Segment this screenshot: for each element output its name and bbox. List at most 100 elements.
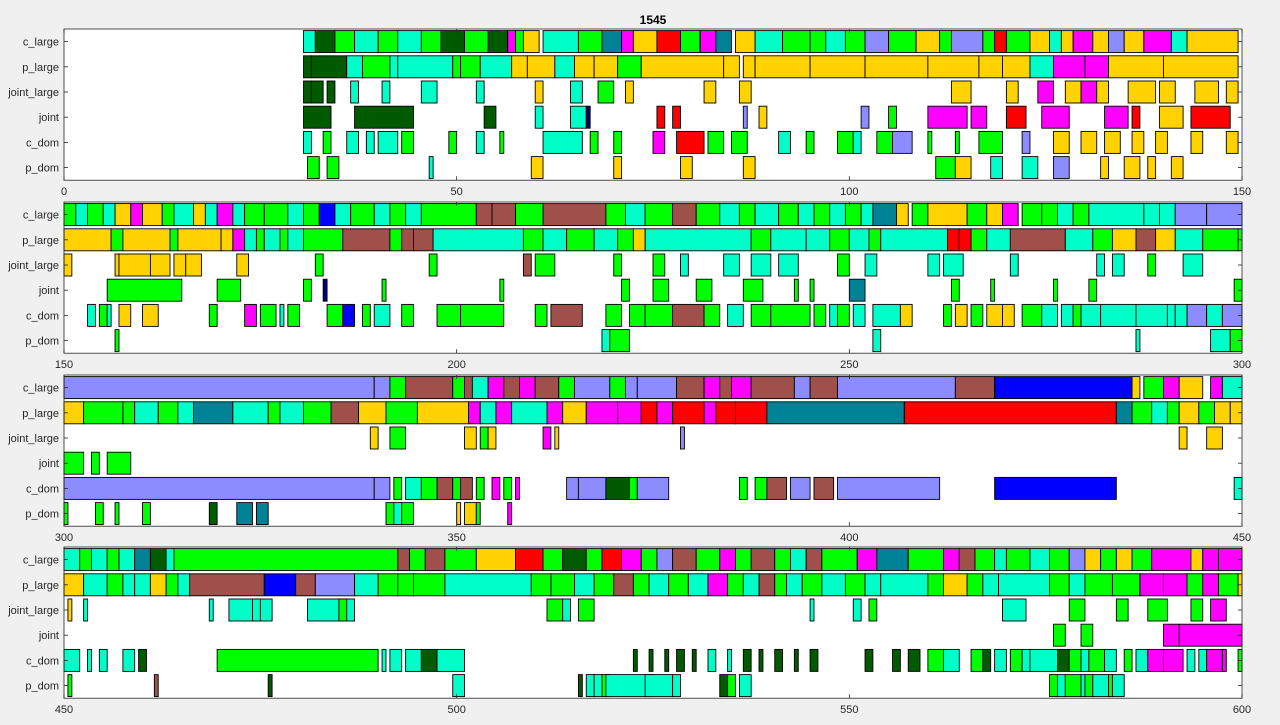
bar-segment <box>1072 203 1090 227</box>
y-tick-label: joint_large <box>7 605 59 617</box>
bar-segment <box>475 548 517 572</box>
bar-segment <box>1021 303 1043 327</box>
bar-segment <box>216 278 242 302</box>
bar-segment <box>1021 648 1031 672</box>
bar-segment <box>844 30 866 54</box>
bar-segment <box>821 573 846 597</box>
bar-segment <box>420 476 438 500</box>
bar-segment <box>577 674 583 698</box>
bar-segment <box>1115 548 1133 572</box>
bar-segment <box>314 573 356 597</box>
bar-segment <box>255 502 269 526</box>
bar-segment <box>173 253 187 277</box>
bar-segment <box>632 228 646 252</box>
bar-segment <box>943 303 952 327</box>
bar-segment <box>1060 303 1074 327</box>
bar-segment <box>574 55 595 79</box>
bar-segment <box>318 203 336 227</box>
bar-segment <box>793 376 811 400</box>
bar-segment <box>83 598 89 622</box>
bar-segment <box>259 303 277 327</box>
bar-segment <box>67 674 73 698</box>
bar-segment <box>267 401 281 425</box>
bar-segment <box>1123 648 1133 672</box>
bar-segment <box>809 30 827 54</box>
bar-segment <box>1166 303 1176 327</box>
bar-segment <box>287 203 304 227</box>
bar-segment <box>672 548 697 572</box>
bar-segment <box>334 30 356 54</box>
bar-segment <box>652 130 666 154</box>
y-tick-label: c_large <box>23 210 59 222</box>
bar-segment <box>813 303 827 327</box>
bar-segment <box>389 376 407 400</box>
bar-segment <box>1198 648 1208 672</box>
bar-segment <box>157 401 179 425</box>
bar-segment <box>742 278 764 302</box>
bar-segment <box>864 55 929 79</box>
bar-segment <box>1092 30 1109 54</box>
bar-segment <box>134 401 159 425</box>
bar-segment <box>1029 55 1054 79</box>
axes-border <box>63 374 1243 527</box>
bar-segment <box>617 55 642 79</box>
y-tick-label: p_dom <box>25 336 59 348</box>
bar-segment <box>1049 548 1070 572</box>
bar-segment <box>63 376 375 400</box>
bar-segment <box>1041 303 1058 327</box>
bar-segment <box>774 648 784 672</box>
bar-segment <box>672 674 681 698</box>
bar-segment <box>440 30 465 54</box>
bar-segment <box>628 476 638 500</box>
bar-segment <box>1053 623 1066 647</box>
bar-segment <box>1131 130 1145 154</box>
bar-segment <box>597 80 615 104</box>
bar-segment <box>644 303 674 327</box>
bar-segment <box>432 228 524 252</box>
bar-segment <box>632 30 658 54</box>
axes-border <box>63 546 1243 699</box>
bar-segment <box>236 253 250 277</box>
bar-segment <box>303 203 320 227</box>
bar-segment <box>735 401 768 425</box>
bar-segment <box>138 648 147 672</box>
bar-segment <box>63 228 112 252</box>
bar-segment <box>413 573 446 597</box>
bar-segment <box>389 648 403 672</box>
bar-segment <box>373 203 391 227</box>
bar-segment <box>789 476 811 500</box>
bar-segment <box>656 30 681 54</box>
y-tick-label: c_large <box>23 383 59 395</box>
y-tick-label: p_dom <box>25 681 59 693</box>
bar-segment <box>754 30 784 54</box>
bar-segment <box>1174 303 1188 327</box>
x-tick-label: 550 <box>840 704 858 716</box>
bar-segment <box>927 573 945 597</box>
bar-segment <box>87 203 104 227</box>
bar-segment <box>142 502 151 526</box>
bar-segment <box>373 376 391 400</box>
bar-segment <box>330 401 359 425</box>
bar-segment <box>1190 548 1204 572</box>
bar-segment <box>676 648 685 672</box>
bar-segment <box>1135 648 1149 672</box>
bar-segment <box>1206 426 1223 450</box>
bar-segment <box>534 105 544 129</box>
bar-segment <box>263 573 297 597</box>
axes-background <box>64 202 1242 354</box>
bar-segment <box>1080 623 1094 647</box>
bar-segment <box>1170 156 1184 180</box>
bar-segment <box>134 548 151 572</box>
bar-segment <box>87 303 96 327</box>
bar-segment <box>754 476 768 500</box>
bar-segment <box>405 476 422 500</box>
bar-segment <box>83 401 124 425</box>
panels: c_largep_largejoint_largejointc_domp_dom… <box>7 28 1251 716</box>
y-tick-label: joint_large <box>7 87 59 99</box>
bar-segment <box>703 401 717 425</box>
bar-segment <box>613 130 623 154</box>
bar-segment <box>1100 548 1117 572</box>
bar-segment <box>452 55 462 79</box>
bar-segment <box>782 30 811 54</box>
bar-segment <box>994 648 1007 672</box>
